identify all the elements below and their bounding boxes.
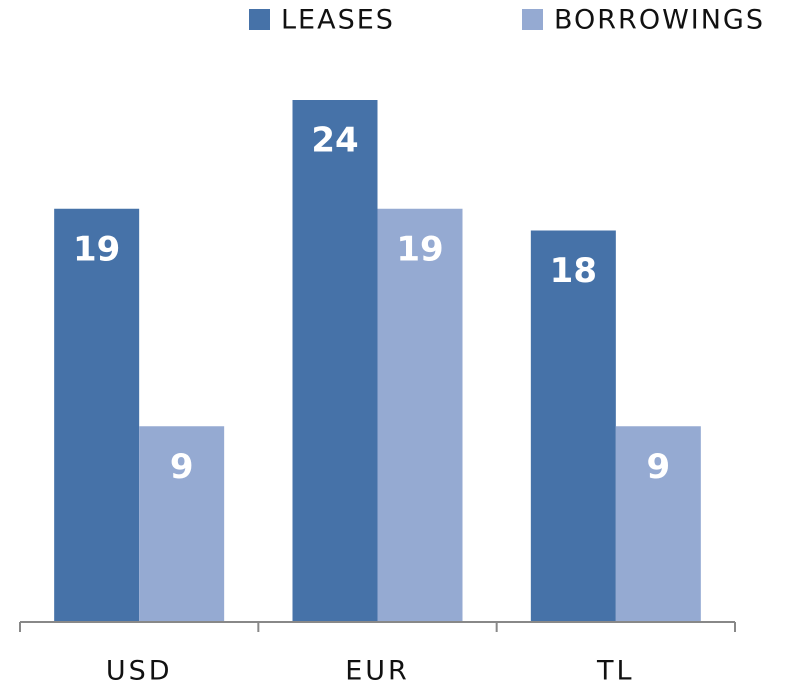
bar (292, 100, 378, 622)
data-label: 18 (550, 251, 597, 291)
data-label: 19 (396, 229, 443, 269)
bar (54, 208, 140, 622)
x-tick-label: TL (596, 656, 635, 687)
legend-label: BORROWINGS (554, 5, 765, 36)
data-label: 19 (73, 229, 120, 269)
legend-swatch (249, 9, 270, 30)
bar (139, 426, 225, 622)
x-tick-label: USD (106, 656, 173, 687)
data-label: 9 (646, 447, 670, 487)
data-label: 24 (311, 121, 358, 161)
bar (615, 426, 701, 622)
x-tick-label: EUR (345, 656, 410, 687)
bar (530, 230, 616, 622)
legend-swatch (522, 9, 543, 30)
legend-label: LEASES (281, 5, 395, 36)
data-label: 9 (170, 447, 194, 487)
bar (377, 208, 463, 622)
